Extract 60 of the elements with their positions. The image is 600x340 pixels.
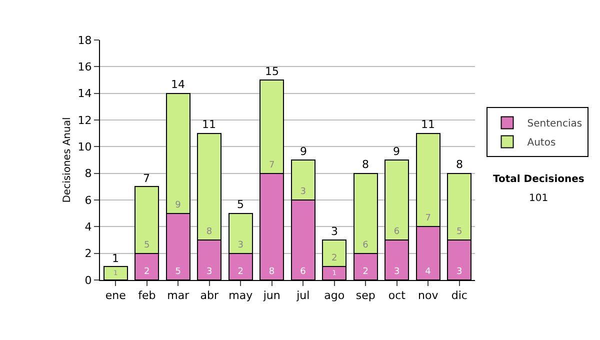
total-label: 14: [171, 78, 185, 91]
data-label: 8: [206, 227, 212, 237]
x-tick-label: oct: [388, 289, 406, 302]
x-tick-label: mar: [167, 289, 190, 302]
data-label: 3: [394, 267, 400, 277]
x-tick-label: nov: [418, 289, 439, 302]
y-tick-label: 14: [78, 87, 92, 100]
total-label: 9: [393, 145, 400, 158]
data-label: 2: [362, 267, 368, 277]
data-label: 8: [268, 267, 275, 277]
total-label: 11: [202, 118, 216, 131]
y-tick-label: 16: [78, 60, 92, 74]
x-tick-label: jul: [296, 289, 310, 302]
x-tick-label: dic: [451, 289, 468, 302]
total-label: 3: [331, 225, 338, 238]
y-tick-label: 4: [84, 220, 92, 234]
total-label: 8: [362, 158, 369, 171]
total-label: 7: [143, 172, 150, 185]
data-label: 6: [394, 227, 400, 237]
total-label: 11: [421, 118, 435, 131]
total-label: 9: [300, 145, 307, 158]
x-tick-label: ago: [324, 289, 345, 302]
x-tick-label: feb: [138, 289, 156, 302]
x-tick-label: may: [228, 289, 254, 302]
legend-label: Autos: [527, 138, 556, 149]
data-label: 3: [456, 267, 462, 277]
data-label: 3: [300, 187, 306, 197]
y-tick-label: 6: [84, 194, 92, 207]
data-label: 6: [300, 267, 306, 277]
data-label: 3: [238, 240, 244, 250]
data-label: 5: [144, 240, 150, 250]
x-tick-label: sep: [356, 289, 376, 302]
total-label: 15: [265, 65, 279, 78]
y-tick-label: 0: [84, 274, 92, 287]
data-label: 2: [238, 267, 244, 277]
y-tick-label: 2: [84, 247, 92, 260]
data-label: 2: [332, 254, 338, 264]
total-label: 8: [456, 158, 463, 171]
y-axis-title: Decisiones Anual: [62, 117, 73, 203]
y-tick-label: 18: [78, 34, 92, 47]
x-tick-label: jun: [262, 289, 280, 302]
data-label: 6: [362, 240, 369, 250]
x-tick-label: ene: [105, 289, 126, 302]
data-label: 3: [206, 267, 212, 277]
total-label: 5: [237, 198, 244, 211]
y-tick-label: 8: [84, 167, 92, 180]
data-label: 5: [456, 227, 462, 237]
data-label: 5: [175, 267, 181, 277]
y-tick-label: 10: [78, 140, 92, 154]
text: 101: [529, 193, 548, 204]
data-label: 2: [144, 267, 150, 277]
data-label: 7: [425, 214, 431, 224]
total-label: 1: [112, 252, 119, 265]
y-tick-label: 12: [78, 114, 92, 127]
x-tick-label: abr: [200, 289, 219, 302]
data-label: 4: [425, 267, 432, 277]
text: Total Decisiones: [493, 174, 584, 185]
legend-label: Sentencias: [527, 118, 582, 130]
data-label: 9: [175, 200, 182, 210]
data-label: 7: [269, 160, 275, 170]
